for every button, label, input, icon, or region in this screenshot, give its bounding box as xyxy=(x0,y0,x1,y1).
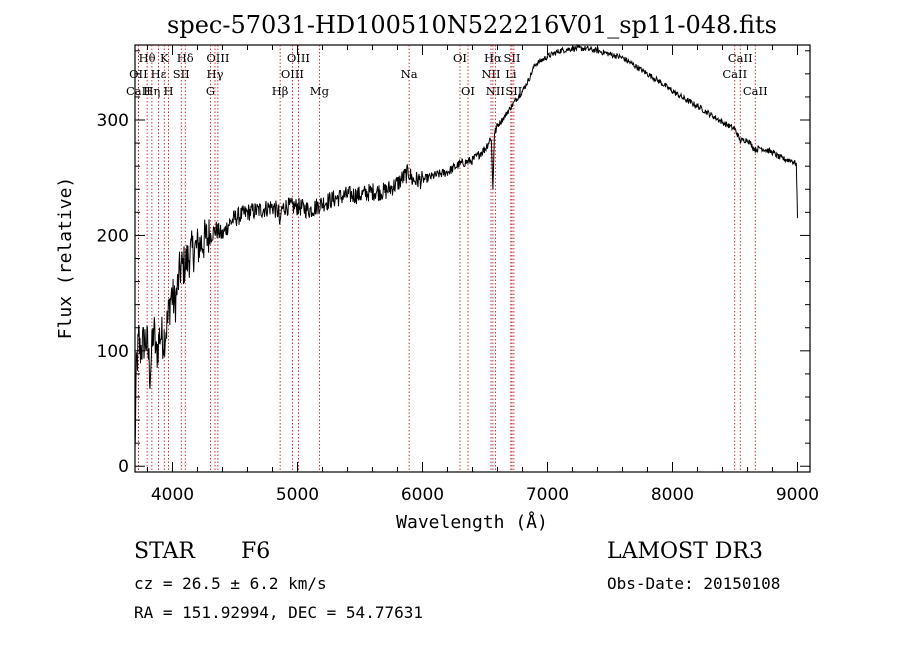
emission-line-label: Hδ xyxy=(177,51,194,65)
emission-line-label: Hγ xyxy=(207,67,224,81)
emission-line-label: Hε xyxy=(151,67,167,81)
emission-line-label: CaII xyxy=(722,67,747,81)
emission-line-label: Hβ xyxy=(272,84,289,98)
sky-coordinates: RA = 151.92994, DEC = 54.77631 xyxy=(134,603,423,622)
x-tick-label: 8000 xyxy=(651,485,694,505)
plot-frame xyxy=(134,44,811,473)
emission-line-label: Hθ xyxy=(139,51,156,65)
object-subclass: F6 xyxy=(241,539,271,564)
emission-line-label: CaII xyxy=(126,84,151,98)
x-tick-label: 5000 xyxy=(276,485,319,505)
observation-date: Obs-Date: 20150108 xyxy=(607,574,781,593)
emission-line-label: SII xyxy=(173,67,190,81)
emission-line-label: H xyxy=(163,84,173,98)
emission-line-label: CaII xyxy=(728,51,753,65)
spectrum-series xyxy=(134,43,798,448)
emission-line-label: OIII xyxy=(287,51,310,65)
y-tick-label: 100 xyxy=(97,342,129,362)
emission-line-label: Mg xyxy=(310,84,330,98)
emission-line-label: Hα xyxy=(484,51,502,65)
emission-line-label: OIII xyxy=(281,67,304,81)
x-tick-label: 6000 xyxy=(401,485,444,505)
redshift-velocity: cz = 26.5 ± 6.2 km/s xyxy=(134,574,327,593)
axis-ticks: 4000 5000 6000 7000 8000 9000 0 100 200 300 xyxy=(97,45,819,505)
emission-line-label: OI xyxy=(461,84,475,98)
emission-line-label: CaII xyxy=(743,84,768,98)
emission-line-label: G xyxy=(206,84,215,98)
chart-title: spec-57031-HD100510N522216V01_sp11-048.f… xyxy=(167,11,777,39)
object-class: STAR xyxy=(134,539,195,564)
spectrum-line xyxy=(134,43,798,448)
x-tick-label: 4000 xyxy=(151,485,194,505)
emission-line-label: Na xyxy=(401,67,418,81)
emission-line-label: K xyxy=(160,51,169,65)
y-tick-label: 0 xyxy=(118,457,129,477)
emission-line-label: SII xyxy=(505,84,522,98)
survey-name: LAMOST DR3 xyxy=(607,539,763,564)
x-tick-label: 7000 xyxy=(526,485,569,505)
emission-line-label: SII xyxy=(504,51,521,65)
emission-line-label: Li xyxy=(505,67,517,81)
x-axis-label: Wavelength (Å) xyxy=(396,511,548,533)
emission-line-label: Hη xyxy=(143,84,160,98)
emission-line-label: NII xyxy=(486,84,505,98)
emission-line-label: OI xyxy=(453,51,467,65)
emission-line-label: NII xyxy=(481,67,500,81)
y-axis-label: Flux (relative) xyxy=(55,177,76,340)
y-tick-label: 300 xyxy=(97,111,129,131)
emission-line-label: OIII xyxy=(206,51,229,65)
x-tick-label: 9000 xyxy=(776,485,819,505)
y-tick-label: 200 xyxy=(97,226,129,246)
